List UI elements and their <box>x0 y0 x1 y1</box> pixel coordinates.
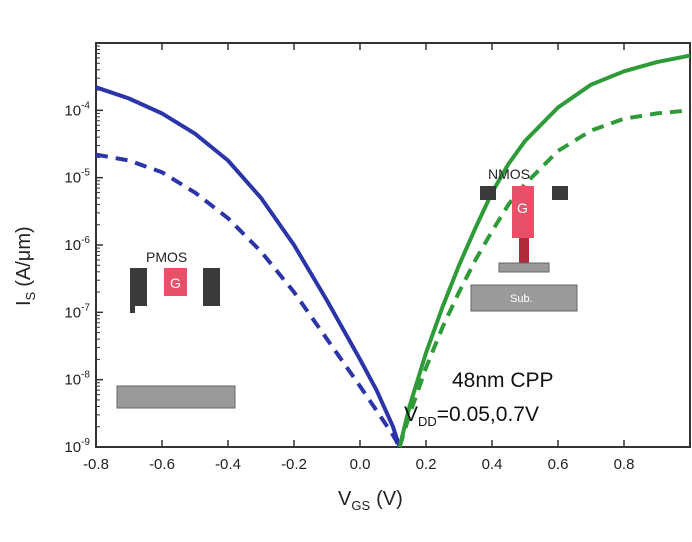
x-tick-label: 0.8 <box>614 456 635 473</box>
nmos-inset: NMOS G Sub. <box>470 166 578 312</box>
pmos-inset: PMOS G <box>116 249 236 409</box>
y-axis-title-unit: (A/μm) <box>13 226 35 286</box>
x-tick-label: -0.4 <box>215 456 241 473</box>
pmos-inset-label: PMOS <box>146 249 187 265</box>
y-tick-label: 10-6 <box>64 235 90 254</box>
series-line-nmos-solid <box>397 53 691 448</box>
nmos-right-contact <box>552 186 568 200</box>
y-tick-label: 10-8 <box>64 370 90 389</box>
vdd-annotation-main: V <box>404 403 418 426</box>
x-axis-title-unit: (V) <box>376 488 403 510</box>
x-axis-ticks: -0.8 -0.6 -0.4 -0.2 0.0 0.2 0.4 0.6 0.8 <box>83 43 634 473</box>
vdd-annotation: VDD=0.05,0.7V <box>404 403 539 429</box>
pmos-substrate <box>116 385 236 409</box>
pmos-right-contact <box>203 268 220 313</box>
y-axis-ticks: 10-4 10-5 10-6 10-7 10-8 10-9 <box>64 45 103 456</box>
nmos-channel-layer <box>498 262 550 273</box>
y-tick-label: 10-4 <box>64 100 90 119</box>
nmos-left-contact <box>480 186 496 200</box>
pmos-gate-label: G <box>170 275 181 291</box>
pmos-body <box>135 306 220 384</box>
y-tick-label: 10-7 <box>64 302 90 321</box>
x-tick-label: 0.2 <box>416 456 437 473</box>
nmos-gate <box>512 186 534 238</box>
y-axis-title: IS (A/μm) <box>13 226 38 306</box>
x-tick-label: -0.6 <box>149 456 175 473</box>
cpp-annotation: 48nm CPP <box>452 369 554 392</box>
x-axis-title: VGS (V) <box>338 488 403 513</box>
x-axis-title-main: V <box>338 488 352 510</box>
series-line-nmos-dashed <box>397 108 691 448</box>
series-line-pmos-solid <box>95 85 402 448</box>
series-line-pmos-dashed <box>95 152 402 448</box>
y-tick-label: 10-9 <box>64 437 90 456</box>
vdd-annotation-sub: DD <box>418 414 437 429</box>
vdd-annotation-value: =0.05,0.7V <box>437 403 539 426</box>
x-tick-label: -0.2 <box>281 456 307 473</box>
nmos-substrate-label: Sub. <box>510 293 533 305</box>
x-tick-label: 0.0 <box>350 456 371 473</box>
nmos-inset-label: NMOS <box>488 166 530 182</box>
x-tick-label: -0.8 <box>83 456 109 473</box>
nmos-gate-label: G <box>517 200 528 216</box>
series-group <box>95 53 691 448</box>
nmos-substrate <box>470 284 578 312</box>
x-tick-label: 0.6 <box>548 456 569 473</box>
pmos-gate <box>164 268 187 296</box>
y-axis-title-main: I <box>13 300 35 306</box>
pmos-left-contact <box>130 268 147 313</box>
nmos-fin <box>519 238 529 266</box>
y-tick-label: 10-5 <box>64 168 90 187</box>
x-tick-label: 0.4 <box>482 456 503 473</box>
y-axis-title-sub: S <box>23 291 38 300</box>
x-axis-title-sub: GS <box>351 498 370 513</box>
